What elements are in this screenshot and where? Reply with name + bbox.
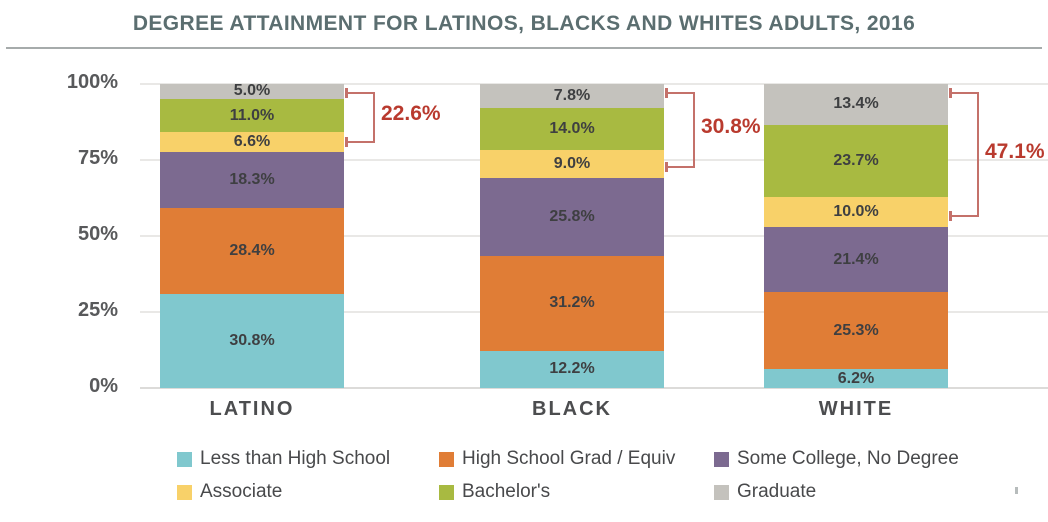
segment-value-label: 10.0% [833,202,879,220]
legend-swatch [177,484,192,500]
bracket-tick [665,161,668,172]
bar-segment-graduate: 13.4% [764,84,948,125]
annotation-label: 30.8% [701,114,761,138]
bar-segment-high-school-grad-equiv: 28.4% [160,208,344,295]
legend-item: Associate [177,481,439,502]
legend-swatch [714,451,729,467]
category-label-latino: LATINO [209,398,295,420]
legend-item: Graduate [714,481,959,502]
bar-segment-less-than-high-school: 6.2% [764,369,948,388]
y-axis-label: 25% [77,299,118,321]
legend-swatch [439,484,454,500]
bar-segment-less-than-high-school: 30.8% [160,294,344,388]
segment-value-label: 5.0% [233,82,271,100]
legend-item: Some College, No Degree [714,448,959,469]
segment-value-label: 13.4% [833,95,879,113]
y-axis-label: 50% [77,223,118,245]
bracket-tick [949,88,952,98]
annotation-bracket [345,88,375,147]
legend-swatch [714,484,729,500]
segment-value-label: 25.8% [549,207,595,225]
segment-value-label: 7.8% [553,86,591,104]
gridline [140,387,1048,389]
bar-segment-associate: 6.6% [160,132,344,153]
legend-swatch [439,451,454,467]
y-axis-label: 100% [66,71,118,93]
legend-label: Associate [200,481,283,502]
bar-segment-some-college-no-degree: 21.4% [764,227,948,293]
bar-segment-graduate: 5.0% [160,82,344,100]
segment-value-label: 6.2% [837,369,875,387]
category-label-black: BLACK [532,398,612,420]
bar-segment-associate: 10.0% [764,196,948,228]
segment-value-label: 23.7% [833,151,879,169]
legend-item: Less than High School [177,448,439,469]
bracket-tick [345,136,348,147]
bar-segment-some-college-no-degree: 18.3% [160,152,344,209]
bracket-tick [949,211,952,222]
segment-value-label: 9.0% [553,154,591,172]
bar-segment-high-school-grad-equiv: 31.2% [480,256,664,351]
legend: Less than High School High School Grad / … [177,448,959,502]
category-label-white: WHITE [818,398,894,420]
y-axis-label: 0% [89,375,118,397]
stray-mark [1015,487,1018,494]
annotation-bracket [665,88,695,172]
annotation-label: 47.1% [985,139,1045,163]
annotation-label: 22.6% [381,102,441,126]
legend-swatch [177,451,192,467]
title-divider [6,47,1042,49]
bar-segment-less-than-high-school: 12.2% [480,350,664,388]
bracket-tick [665,88,668,98]
segment-value-label: 14.0% [549,119,595,137]
segment-value-label: 18.3% [229,171,275,189]
legend-item: High School Grad / Equiv [439,448,714,469]
y-axis-label: 75% [77,147,118,169]
segment-value-label: 12.2% [549,360,595,378]
bar-segment-some-college-no-degree: 25.8% [480,177,664,257]
bar-segment-bachelor-s: 23.7% [764,124,948,197]
bar-segment-graduate: 7.8% [480,84,664,108]
chart-title: DEGREE ATTAINMENT FOR LATINOS, BLACKS AN… [132,12,916,35]
legend-label: Some College, No Degree [737,448,959,469]
legend-label: Graduate [737,481,817,502]
bracket-tick [345,88,348,98]
bar-segment-bachelor-s: 11.0% [160,98,344,133]
bar-segment-associate: 9.0% [480,150,664,178]
segment-value-label: 30.8% [229,332,275,350]
bar-segment-high-school-grad-equiv: 25.3% [764,292,948,370]
legend-label: Less than High School [200,448,391,469]
annotation-bracket [949,88,979,222]
segment-value-label: 11.0% [229,106,275,124]
legend-label: Bachelor's [462,481,551,502]
segment-value-label: 31.2% [549,294,595,312]
segment-value-label: 28.4% [229,242,275,260]
segment-value-label: 21.4% [833,250,879,268]
segment-value-label: 6.6% [233,133,271,151]
segment-value-label: 25.3% [833,321,879,339]
legend-label: High School Grad / Equiv [462,448,676,469]
bar-segment-bachelor-s: 14.0% [480,107,664,151]
legend-item: Bachelor's [439,481,714,502]
